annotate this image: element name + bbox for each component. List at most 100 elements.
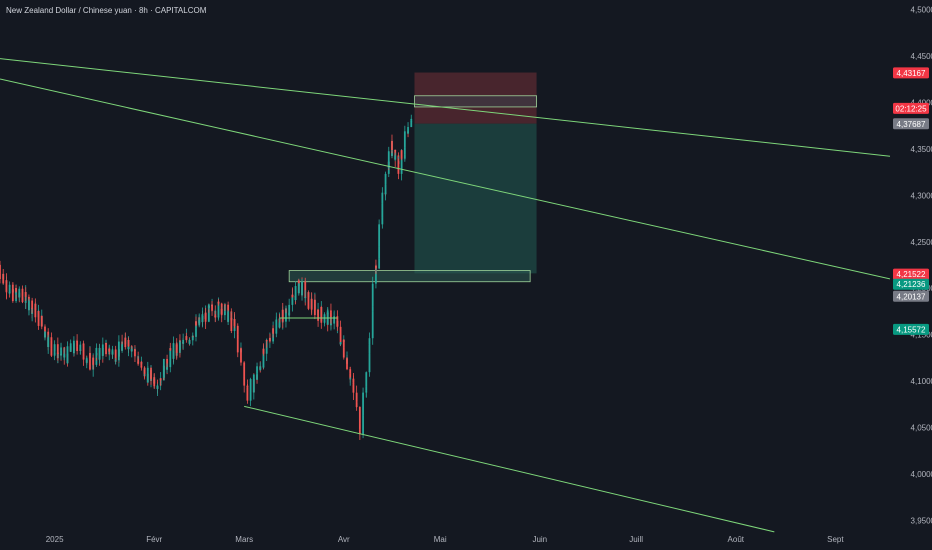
candle-body: [236, 339, 239, 353]
price-badge-bg: [893, 278, 929, 290]
y-tick-label: 4,05000: [911, 424, 932, 433]
candle-body: [137, 361, 140, 364]
trendline-lower-support[interactable]: [244, 405, 775, 533]
candle-body: [349, 378, 352, 380]
candle-body: [121, 344, 123, 351]
candle-body: [252, 374, 255, 383]
candle-body: [191, 336, 194, 338]
candle-body: [2, 273, 5, 284]
candle-body: [410, 118, 413, 121]
candle-body: [346, 358, 348, 370]
candle-body: [0, 267, 1, 274]
candle-body: [153, 377, 156, 387]
candle-body: [362, 392, 364, 416]
candle-body: [227, 311, 230, 316]
candle-body: [53, 344, 56, 352]
candle-body: [63, 353, 66, 357]
candle-body: [259, 366, 262, 370]
candle-body: [111, 349, 114, 351]
candle-body: [182, 339, 185, 344]
y-tick-label: 4,40000: [911, 98, 932, 107]
x-tick-label: Juin: [532, 535, 547, 544]
candle-body: [355, 402, 358, 408]
candle-body: [82, 343, 85, 357]
price-badge-label: 02:12:25: [895, 104, 927, 113]
candle-body: [34, 303, 37, 318]
candle-body: [105, 342, 107, 355]
candle-body: [21, 297, 24, 302]
candle-body: [195, 328, 197, 337]
candle-body: [391, 141, 393, 150]
candle-body: [410, 120, 413, 122]
candle-body: [317, 313, 319, 321]
price-axis[interactable]: 4,50000 4,45000 4,40000 4,35000 4,30000 4,250…: [911, 5, 932, 525]
y-tick-label: 4,00000: [911, 470, 932, 479]
candle-body: [185, 336, 188, 340]
candle-body: [375, 265, 377, 269]
price-badge: 4,21522: [893, 268, 929, 280]
candle-body: [323, 314, 326, 321]
candle-body: [384, 184, 387, 195]
candle-body: [297, 283, 300, 294]
candle-body: [227, 315, 230, 322]
candle-body: [179, 342, 181, 351]
candle-body: [5, 291, 8, 293]
candle-body: [217, 301, 220, 304]
candle-body: [310, 307, 313, 310]
price-badge-label: 4,43167: [897, 69, 926, 78]
candle-body: [40, 323, 43, 327]
candle-body: [285, 312, 287, 314]
candle-body: [50, 348, 53, 356]
candle-body: [342, 347, 345, 358]
candle-body: [265, 340, 268, 342]
candle-body: [278, 322, 281, 328]
candle-body: [47, 337, 50, 347]
y-tick-label: 4,25000: [911, 238, 932, 247]
y-tick-label: 3,95000: [911, 517, 932, 526]
candle-body: [387, 151, 390, 168]
chart-title: New Zealand Dollar / Chinese yuan · 8h ·…: [6, 6, 207, 15]
candle-body: [0, 273, 1, 280]
candle-body: [384, 173, 387, 185]
candle-body: [11, 289, 14, 302]
time-axis[interactable]: 2025 Févr Mars Avr Mai Juin Juill Août Sept: [46, 535, 845, 544]
candle-body: [365, 372, 368, 387]
candle-body: [362, 415, 364, 417]
trendline-middle-resistance[interactable]: [0, 78, 891, 280]
candle-body: [162, 358, 165, 378]
candle-body: [166, 369, 168, 370]
candle-body: [320, 315, 323, 323]
candle-body: [378, 258, 381, 269]
candle-body: [5, 280, 8, 292]
candle-body: [262, 348, 265, 354]
candle-body: [336, 320, 339, 327]
candle-body: [301, 281, 303, 296]
candle-body: [108, 348, 111, 352]
candle-body: [233, 319, 236, 326]
x-tick-label: Avr: [338, 535, 350, 544]
candle-body: [169, 348, 172, 351]
candle-body: [275, 328, 278, 334]
x-tick-label: Août: [728, 535, 745, 544]
candle-body: [188, 340, 191, 342]
price-badge-bg: [893, 118, 929, 130]
candle-body: [124, 337, 127, 341]
trendline-upper-resistance[interactable]: [0, 58, 891, 157]
price-badge-label: 4,20137: [897, 292, 926, 301]
candle-body: [124, 340, 127, 348]
candle-body: [339, 342, 342, 345]
candle-body: [320, 307, 323, 316]
candle-body: [0, 265, 1, 268]
candle-body: [371, 311, 374, 339]
candle-body: [252, 382, 255, 393]
candle-body: [134, 350, 136, 357]
candle-body: [146, 367, 149, 372]
price-badge: 4,20137: [893, 290, 929, 302]
candle-body: [72, 340, 75, 354]
candle-body: [397, 161, 400, 174]
candle-body: [50, 340, 53, 349]
candle-body: [368, 353, 371, 373]
candle-body: [378, 224, 381, 247]
